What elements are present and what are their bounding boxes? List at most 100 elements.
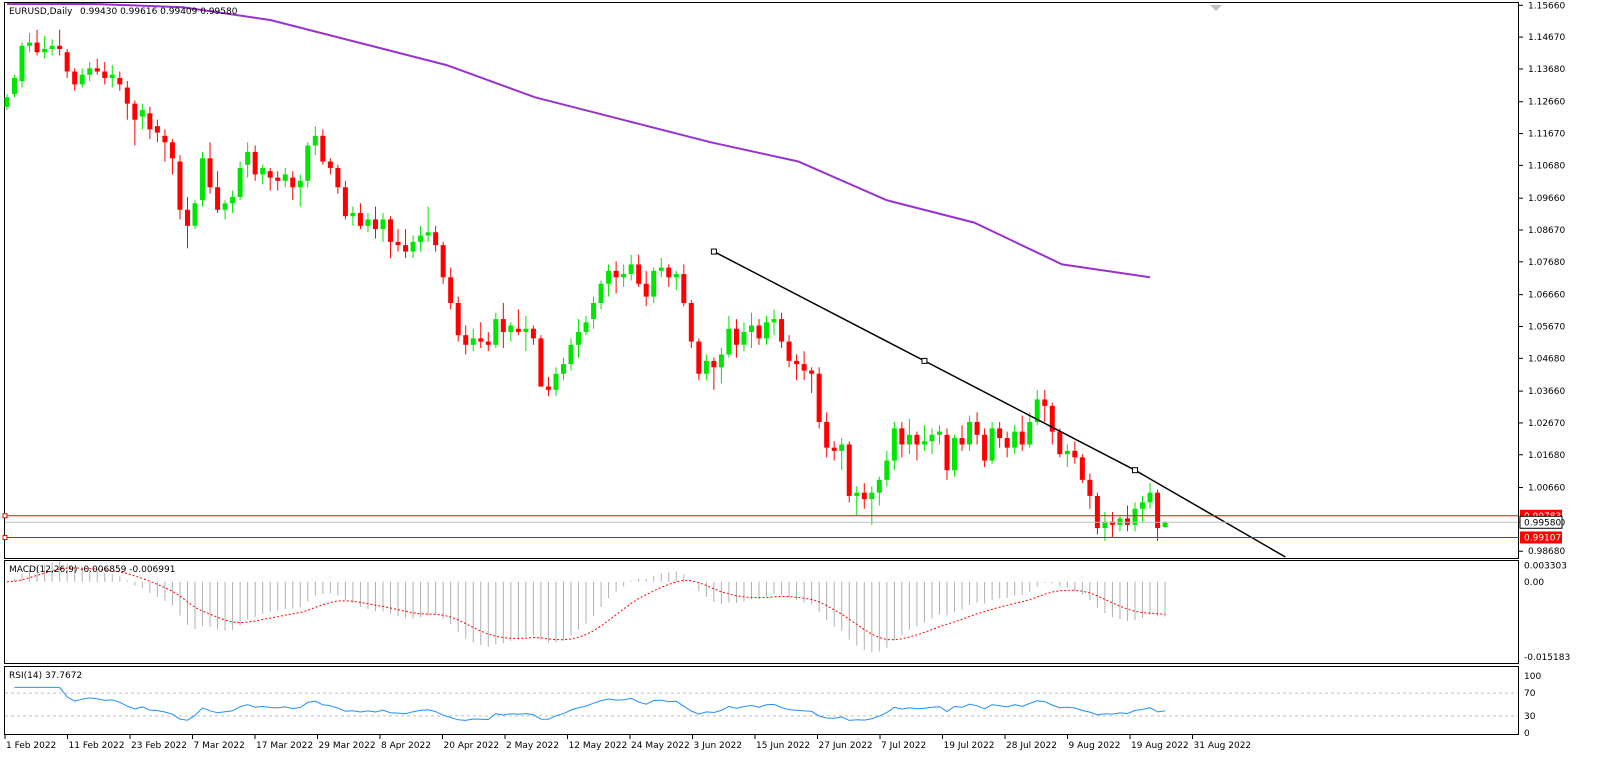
candle-up bbox=[658, 267, 664, 271]
trendline-handle bbox=[1132, 467, 1138, 474]
price-tick-label: 1.12660 bbox=[1528, 98, 1565, 108]
candle-down bbox=[1109, 521, 1115, 525]
candle-up bbox=[79, 74, 85, 85]
time-tick-label: 2 May 2022 bbox=[506, 741, 559, 751]
candle-up bbox=[260, 167, 266, 175]
rsi-label: RSI(14) 37.7672 bbox=[9, 671, 82, 681]
candle-down bbox=[327, 161, 333, 168]
price-tick-label: 1.04680 bbox=[1528, 354, 1565, 364]
candle-up bbox=[621, 274, 627, 278]
price-tick-label: 1.00660 bbox=[1528, 484, 1565, 494]
candle-down bbox=[124, 87, 130, 104]
price-tick-label: 1.15660 bbox=[1528, 1, 1565, 11]
candle-up bbox=[1147, 492, 1153, 503]
macd-tick-label: -0.015183 bbox=[1524, 653, 1570, 663]
time-tick-label: 11 Feb 2022 bbox=[69, 741, 125, 751]
trendline-handle bbox=[921, 357, 928, 364]
rsi-line bbox=[14, 686, 1166, 721]
candle-down bbox=[1019, 431, 1025, 445]
candle-down bbox=[433, 232, 439, 246]
candle-down bbox=[395, 241, 401, 246]
time-tick-label: 9 Aug 2022 bbox=[1069, 741, 1121, 751]
price-tick-label: 1.05670 bbox=[1528, 322, 1565, 332]
candle-up bbox=[560, 364, 566, 374]
candle-down bbox=[786, 341, 792, 361]
candle-down bbox=[944, 434, 950, 471]
candle-up bbox=[576, 331, 582, 345]
candle-up bbox=[591, 303, 597, 320]
candle-down bbox=[1042, 399, 1048, 406]
candle-down bbox=[455, 303, 461, 336]
candle-up bbox=[1012, 431, 1018, 448]
time-tick-label: 3 Jun 2022 bbox=[694, 741, 742, 751]
candle-up bbox=[568, 344, 574, 365]
candle-up bbox=[380, 219, 386, 230]
candle-down bbox=[184, 209, 190, 226]
candle-down bbox=[959, 438, 965, 445]
candle-up bbox=[583, 322, 589, 332]
price-tick-label: 1.11670 bbox=[1528, 130, 1565, 140]
rsi-tick-label: 100 bbox=[1524, 672, 1541, 682]
time-tick-label: 28 Jul 2022 bbox=[1006, 741, 1057, 751]
price-tick-label: 1.06660 bbox=[1528, 291, 1565, 301]
candle-up bbox=[921, 441, 927, 445]
candle-up bbox=[109, 74, 115, 78]
candle-up bbox=[606, 270, 612, 284]
candle-down bbox=[132, 103, 138, 120]
candle-down bbox=[215, 187, 221, 210]
candle-down bbox=[801, 364, 807, 371]
candle-down bbox=[756, 325, 762, 339]
candle-up bbox=[929, 434, 935, 442]
candlestick-series bbox=[4, 29, 1168, 541]
candle-down bbox=[275, 177, 281, 181]
time-tick-label: 19 Jul 2022 bbox=[944, 741, 995, 751]
candle-down bbox=[162, 135, 168, 143]
candle-up bbox=[771, 319, 777, 323]
rsi-tick-label: 0 bbox=[1524, 729, 1530, 739]
candle-down bbox=[1072, 450, 1078, 458]
shift-marker-icon[interactable] bbox=[1210, 5, 1222, 11]
candle-down bbox=[643, 283, 649, 297]
candle-down bbox=[207, 158, 213, 188]
candle-down bbox=[403, 245, 409, 252]
candle-down bbox=[1004, 438, 1010, 448]
candle-up bbox=[237, 167, 243, 197]
candle-down bbox=[57, 45, 63, 50]
candle-up bbox=[1117, 518, 1123, 525]
candle-up bbox=[854, 492, 860, 496]
candle-up bbox=[200, 158, 206, 201]
candle-down bbox=[1124, 518, 1130, 525]
candle-up bbox=[222, 203, 228, 210]
candle-up bbox=[27, 42, 33, 46]
candle-up bbox=[703, 360, 709, 374]
candle-up bbox=[1034, 399, 1040, 422]
candle-down bbox=[809, 370, 815, 374]
candle-up bbox=[245, 151, 251, 165]
price-tick-label: 1.03660 bbox=[1528, 387, 1565, 397]
candle-up bbox=[410, 241, 416, 252]
candle-down bbox=[478, 338, 484, 342]
time-tick-label: 1 Feb 2022 bbox=[6, 741, 56, 751]
candle-up bbox=[470, 338, 476, 345]
level-handle bbox=[2, 534, 8, 540]
rsi-tick-label: 30 bbox=[1524, 712, 1536, 722]
candle-up bbox=[49, 45, 55, 50]
trendline-layer[interactable] bbox=[710, 248, 1286, 558]
candle-down bbox=[1057, 431, 1063, 455]
candle-down bbox=[34, 42, 40, 53]
time-tick-label: 23 Feb 2022 bbox=[131, 741, 187, 751]
candle-up bbox=[869, 492, 875, 500]
candle-down bbox=[485, 341, 491, 345]
level-price-tag bbox=[1520, 531, 1562, 544]
candle-down bbox=[388, 219, 394, 242]
macd-tick-label: 0.003303 bbox=[1524, 561, 1567, 571]
candle-down bbox=[1079, 457, 1085, 480]
candle-up bbox=[87, 68, 93, 75]
current-price-text: 0.99580 bbox=[1524, 518, 1561, 528]
candle-up bbox=[19, 45, 25, 82]
candle-up bbox=[1162, 522, 1168, 528]
time-tick-label: 7 Jul 2022 bbox=[881, 741, 926, 751]
candle-up bbox=[365, 219, 371, 226]
